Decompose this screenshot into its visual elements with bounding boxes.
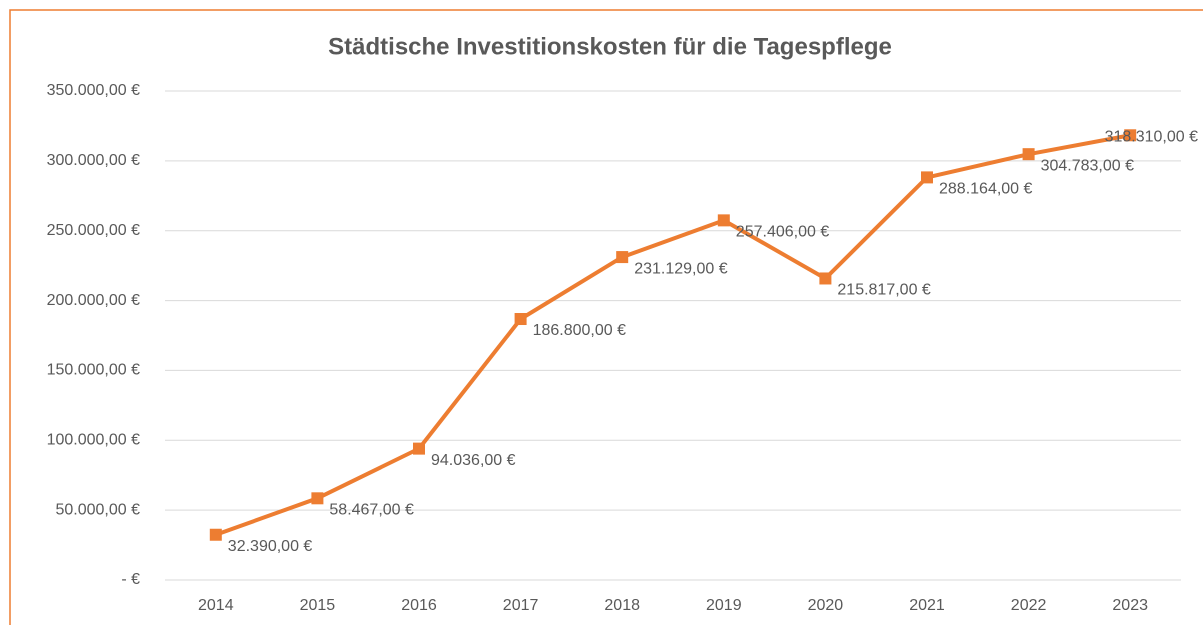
marker: [819, 272, 832, 285]
data-label: 257.406,00 €: [736, 224, 830, 241]
marker: [616, 251, 629, 264]
data-label: 32.390,00 €: [228, 538, 313, 555]
y-tick-label: 300.000,00 €: [47, 152, 141, 169]
data-label: 231.129,00 €: [634, 260, 728, 277]
y-tick-label: 350.000,00 €: [47, 82, 141, 99]
marker: [1124, 129, 1137, 142]
x-tick-label: 2023: [1112, 597, 1148, 614]
marker: [311, 492, 324, 505]
chart-title: Städtische Investitionskosten für die Ta…: [328, 33, 892, 60]
data-label: 58.467,00 €: [329, 502, 414, 519]
data-label: 186.800,00 €: [533, 322, 627, 339]
data-label: 304.783,00 €: [1041, 157, 1135, 174]
x-tick-label: 2017: [503, 597, 539, 614]
marker: [209, 528, 222, 541]
marker: [413, 442, 425, 455]
x-tick-label: 2016: [401, 597, 437, 614]
data-label: 288.164,00 €: [939, 181, 1033, 198]
marker: [514, 313, 527, 326]
x-tick-label: 2015: [300, 597, 336, 614]
x-tick-label: 2020: [808, 597, 844, 614]
y-tick-label: 100.000,00 €: [47, 432, 141, 449]
y-tick-label: 50.000,00 €: [55, 501, 140, 518]
marker: [1022, 148, 1035, 161]
line: [215, 133, 1131, 537]
x-tick-label: 2018: [604, 597, 640, 614]
x-tick-label: 2019: [706, 597, 742, 614]
y-tick-label: 150.000,00 €: [47, 362, 141, 379]
marker: [921, 171, 933, 184]
y-tick-label: 200.000,00 €: [47, 292, 141, 309]
data-label: 94.036,00 €: [431, 452, 516, 469]
x-tick-label: 2014: [198, 597, 234, 614]
data-label: 215.817,00 €: [837, 282, 931, 299]
x-tick-label: 2021: [909, 597, 945, 614]
marker: [717, 214, 730, 227]
data-label: 318.310,00 €: [1105, 128, 1199, 145]
y-tick-label: - €: [121, 571, 140, 588]
x-tick-label: 2022: [1011, 597, 1047, 614]
y-tick-label: 250.000,00 €: [47, 222, 141, 239]
chart-frame: [9, 9, 1203, 625]
